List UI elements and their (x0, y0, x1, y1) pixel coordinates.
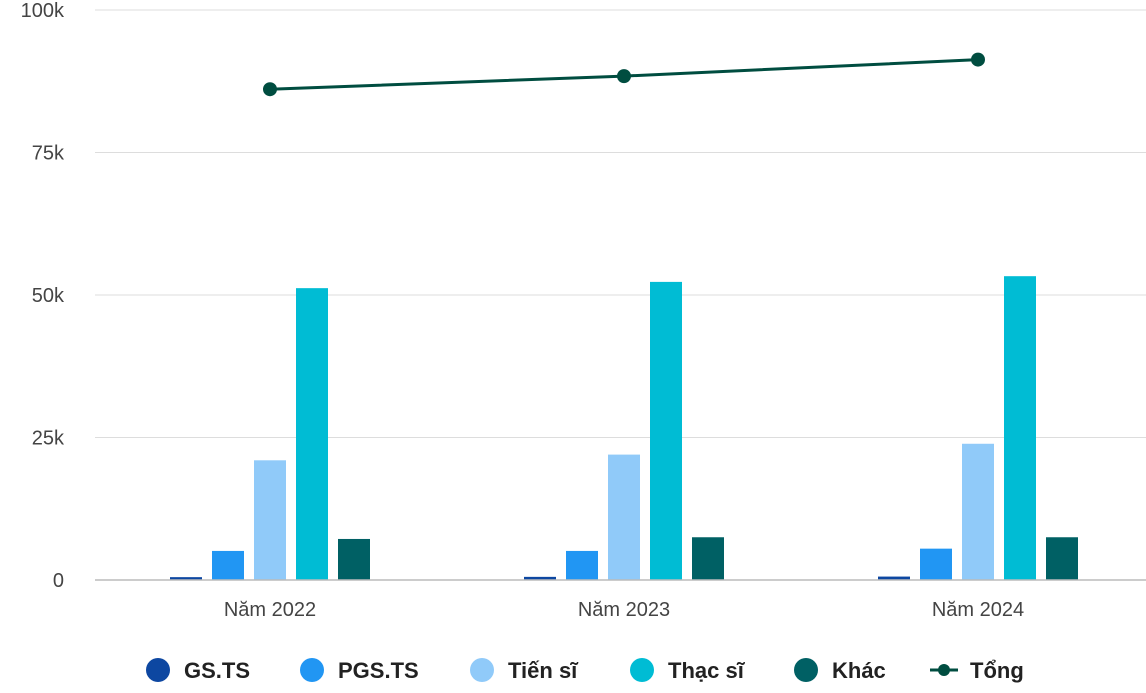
y-axis-ticks: 0 25k 50k 75k 100k (21, 0, 65, 592)
x-axis: Năm 2022 Năm 2023 Năm 2024 (95, 579, 1146, 621)
bar-pgs-ts-nam-2022[interactable] (212, 550, 244, 580)
legend-item-thac-si[interactable]: Thạc sĩ (630, 658, 746, 683)
bar-tien-si-nam-2023[interactable] (608, 454, 640, 580)
legend-label: GS.TS (184, 658, 250, 683)
legend-swatch (630, 658, 654, 682)
bar-tien-si-nam-2022[interactable] (254, 460, 286, 580)
bar-khac-nam-2024[interactable] (1046, 537, 1078, 580)
bar-gs-ts-nam-2024[interactable] (878, 576, 910, 580)
legend-item-pgs-ts[interactable]: PGS.TS (300, 658, 419, 683)
x-tick-label: Năm 2024 (932, 599, 1024, 621)
legend-item-tien-si[interactable]: Tiến sĩ (470, 658, 579, 683)
bar-pgs-ts-nam-2023[interactable] (566, 550, 598, 580)
legend-label: Tiến sĩ (508, 658, 579, 683)
point-tong-nam-2023[interactable] (617, 69, 631, 84)
legend-swatch (146, 658, 170, 682)
legend-label: PGS.TS (338, 658, 419, 683)
legend-label: Thạc sĩ (668, 658, 746, 683)
y-tick-label: 0 (53, 570, 64, 592)
y-tick-label: 75k (32, 143, 65, 165)
point-tong-nam-2022[interactable] (263, 82, 277, 97)
legend-item-gs-ts[interactable]: GS.TS (146, 658, 250, 683)
y-tick-label: 25k (32, 428, 65, 450)
x-tick-label: Năm 2022 (224, 599, 316, 621)
legend-marker (938, 664, 950, 676)
line-layer (263, 52, 985, 97)
y-tick-label: 50k (32, 285, 65, 307)
bar-gs-ts-nam-2023[interactable] (524, 576, 556, 580)
legend-label: Khác (832, 658, 886, 683)
legend-item-khac[interactable]: Khác (794, 658, 886, 683)
bar-thac-si-nam-2023[interactable] (650, 281, 682, 580)
legend-swatch (300, 658, 324, 682)
legend: GS.TS PGS.TS Tiến sĩ Thạc sĩ Khác Tổng (146, 658, 1024, 683)
legend-item-tong[interactable]: Tổng (930, 658, 1024, 683)
legend-label: Tổng (970, 658, 1024, 683)
bar-pgs-ts-nam-2024[interactable] (920, 548, 952, 580)
x-tick-label: Năm 2023 (578, 599, 670, 621)
bar-thac-si-nam-2022[interactable] (296, 288, 328, 580)
bar-gs-ts-nam-2022[interactable] (170, 577, 202, 580)
bar-khac-nam-2022[interactable] (338, 538, 370, 580)
bar-tien-si-nam-2024[interactable] (962, 443, 994, 580)
legend-swatch (794, 658, 818, 682)
y-tick-label: 100k (21, 0, 65, 22)
bar-khac-nam-2023[interactable] (692, 537, 724, 580)
bar-thac-si-nam-2024[interactable] (1004, 276, 1036, 580)
bars-layer (170, 276, 1078, 580)
point-tong-nam-2024[interactable] (971, 52, 985, 67)
legend-swatch (470, 658, 494, 682)
grid-layer (95, 9, 1146, 438)
